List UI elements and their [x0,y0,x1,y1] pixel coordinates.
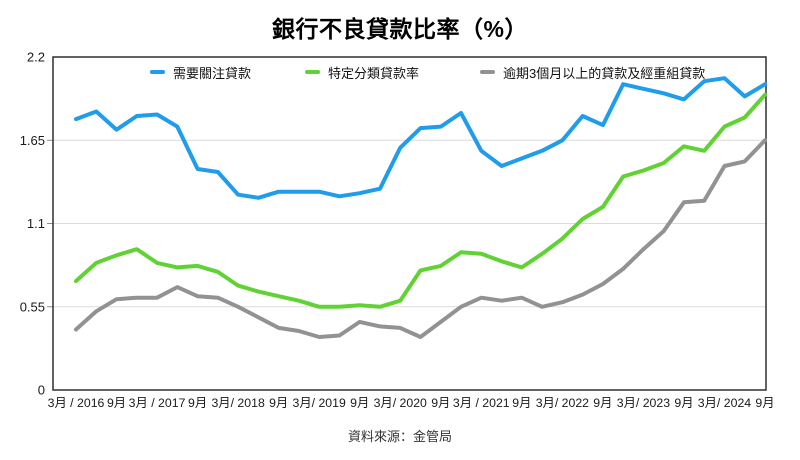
legend-label-special-mention: 需要關注貸款 [173,65,252,81]
x-axis-label: 3月 / 2016 [48,396,105,410]
legend-dash-blue-icon [150,70,165,74]
x-axis-label: 9月 [512,396,531,410]
plot-border [52,56,767,391]
series-line-2 [74,138,767,339]
legend-label-classified: 特定分類貸款率 [328,65,420,81]
x-axis-label: 9月 [755,396,774,410]
x-axis-label: 9月 [107,396,126,410]
chart-title: 銀行不良貸款比率（%） [272,16,528,42]
legend-item-classified: 特定分類貸款率 [305,64,420,81]
x-axis-label: 9月 [431,396,450,410]
x-axis-label: 3月/ 2023 [617,396,670,410]
y-axis-label: 2.2 [27,50,45,65]
legend-item-special-mention: 需要關注貸款 [150,64,252,81]
x-axis-label: 9月 [674,396,693,410]
x-axis-label: 3月 / 2017 [129,396,186,410]
source-note: 資料來源：金管局 [347,429,452,444]
series-line-0 [74,76,767,200]
legend-label-overdue: 逾期3個月以上的貸款及經重組貸款 [503,65,706,81]
y-axis-label: 0.55 [20,299,45,314]
series-line-1 [74,92,767,309]
y-axis-label: 1.65 [20,133,45,148]
x-axis-label: 3月 / 2021 [453,396,510,410]
x-axis-label: 3月/ 2018 [211,396,264,410]
legend-item-overdue: 逾期3個月以上的貸款及經重組貸款 [480,64,706,81]
y-axis-label: 0 [38,383,45,398]
x-axis-label: 9月 [350,396,369,410]
y-axis-label: 1.1 [27,216,45,231]
x-axis-label: 3月/ 2019 [293,396,346,410]
x-axis-label: 9月 [188,396,207,410]
x-axis-label: 9月 [593,396,612,410]
x-axis-label: 3月/ 2022 [536,396,589,410]
legend-dash-green-icon [305,70,320,74]
x-axis-label: 3月/ 2024 [698,396,751,410]
x-axis-label: 9月 [269,396,288,410]
x-axis-label: 3月/ 2020 [374,396,427,410]
legend-dash-gray-icon [480,70,495,74]
